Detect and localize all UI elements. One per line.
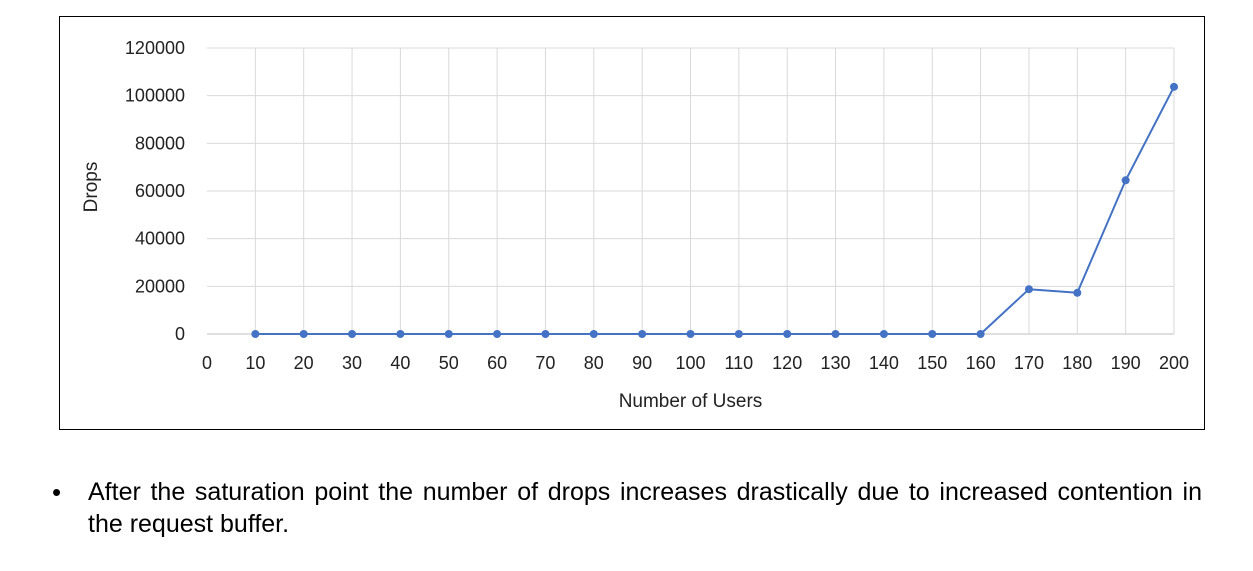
data-point <box>589 330 598 338</box>
data-point <box>1073 288 1082 297</box>
data-point <box>638 330 647 338</box>
data-point <box>541 330 550 338</box>
tick-labels: 0 20000 40000 60000 80000 100000 120000 0 10 20 30… <box>125 38 1189 373</box>
x-tick-label: 60 <box>487 353 507 373</box>
data-point <box>976 330 985 338</box>
data-point <box>831 330 840 338</box>
data-series <box>251 82 1178 338</box>
y-tick-label: 0 <box>175 324 185 344</box>
x-tick-label: 80 <box>584 353 604 373</box>
x-tick-label: 50 <box>439 353 459 373</box>
series-line <box>255 86 1175 335</box>
data-point <box>879 330 888 338</box>
x-tick-label: 180 <box>1062 353 1092 373</box>
y-axis-title: Drops <box>81 162 102 213</box>
data-point <box>686 330 695 338</box>
x-tick-label: 0 <box>202 353 212 373</box>
bullet-marker: • <box>52 477 62 507</box>
y-tick-label: 120000 <box>125 38 185 58</box>
data-point <box>299 330 308 338</box>
data-point <box>734 330 743 338</box>
x-tick-label: 10 <box>245 353 265 373</box>
x-tick-label: 140 <box>869 353 899 373</box>
note-bullet: • After the saturation point the number … <box>52 476 1202 540</box>
x-tick-label: 110 <box>724 353 753 373</box>
chart-frame: 0 20000 40000 60000 80000 100000 120000 0 10 20 30… <box>59 16 1205 430</box>
data-point <box>444 330 453 338</box>
x-tick-label: 120 <box>772 353 802 373</box>
y-tick-label: 40000 <box>135 229 185 249</box>
y-tick-label: 20000 <box>135 276 185 296</box>
data-point <box>493 330 502 338</box>
x-tick-label: 160 <box>966 353 996 373</box>
y-tick-label: 60000 <box>135 181 185 201</box>
y-tick-label: 100000 <box>125 86 185 106</box>
data-point <box>396 330 405 338</box>
drops-line-chart: 0 20000 40000 60000 80000 100000 120000 0 10 20 30… <box>81 38 1189 412</box>
data-point <box>1024 285 1033 294</box>
x-tick-label: 100 <box>675 353 705 373</box>
x-tick-label: 130 <box>821 353 851 373</box>
y-tick-label: 80000 <box>135 133 185 153</box>
data-point <box>783 330 792 338</box>
data-point <box>348 330 357 338</box>
grid-lines <box>207 47 1175 335</box>
x-tick-label: 150 <box>917 353 947 373</box>
x-tick-label: 20 <box>294 353 314 373</box>
x-tick-label: 30 <box>342 353 362 373</box>
data-point <box>928 330 937 338</box>
note-text: After the saturation point the number of… <box>88 478 1202 538</box>
data-point <box>251 330 260 338</box>
x-tick-label: 90 <box>632 353 652 373</box>
x-tick-label: 200 <box>1159 353 1189 373</box>
x-tick-label: 70 <box>535 353 555 373</box>
x-axis-title: Number of Users <box>619 391 763 412</box>
x-tick-label: 40 <box>390 353 410 373</box>
data-point <box>1121 176 1130 185</box>
x-tick-label: 170 <box>1014 353 1044 373</box>
data-point <box>1170 82 1178 91</box>
x-tick-label: 190 <box>1111 353 1141 373</box>
